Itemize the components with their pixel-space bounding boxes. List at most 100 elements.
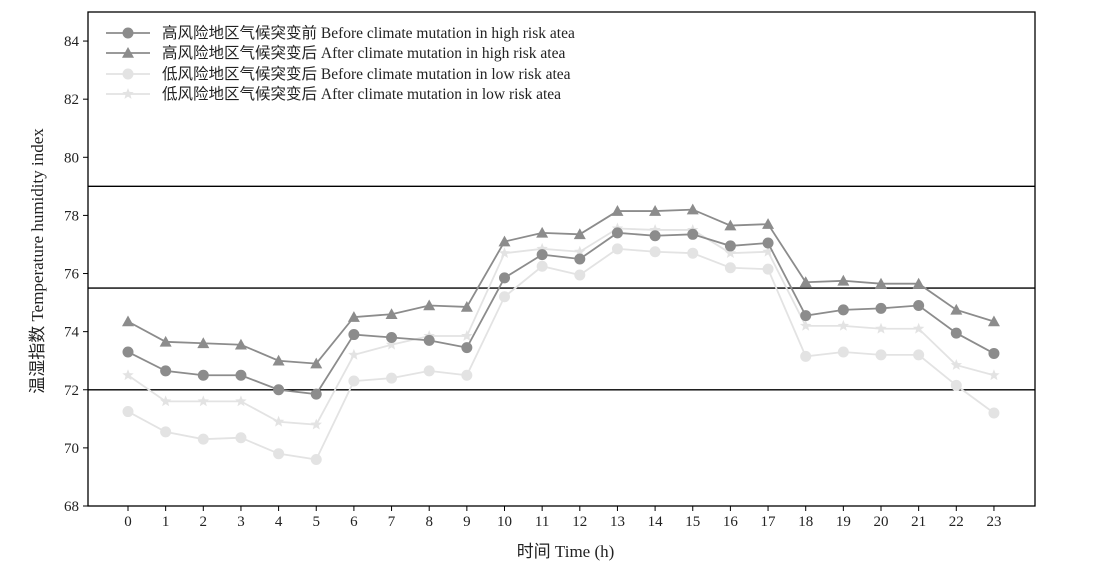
x-tick-label: 0	[124, 514, 132, 530]
data-point-s3-20	[875, 322, 887, 334]
data-point-s2-22	[950, 379, 962, 391]
y-tick-label: 72	[64, 383, 79, 399]
data-point-s2-2	[197, 433, 209, 445]
x-tick-label: 21	[911, 514, 926, 530]
data-point-s1-2	[197, 337, 210, 349]
data-point-s0-8	[423, 334, 435, 346]
data-point-s1-19	[837, 274, 850, 286]
data-point-s2-20	[875, 349, 887, 361]
x-tick-label: 12	[572, 514, 587, 530]
data-point-s1-16	[724, 219, 737, 231]
y-tick-label: 84	[64, 34, 80, 50]
x-tick-label: 7	[388, 514, 396, 530]
data-point-s1-0	[122, 315, 134, 327]
data-point-s3-21	[912, 322, 925, 334]
data-point-s2-7	[386, 372, 398, 384]
x-tick-label: 11	[535, 514, 549, 530]
plot-frame	[87, 11, 1036, 507]
data-point-s2-16	[724, 262, 736, 274]
x-tick-label: 10	[497, 514, 512, 530]
data-point-s3-11	[536, 242, 548, 254]
data-point-s0-15	[687, 228, 699, 240]
data-point-s0-9	[461, 342, 473, 354]
data-point-s3-16	[724, 247, 737, 259]
data-point-s0-1	[160, 365, 172, 377]
data-point-s3-0	[122, 369, 134, 381]
data-point-s0-18	[800, 310, 812, 322]
data-point-s3-9	[461, 330, 473, 341]
y-tick-label: 82	[64, 92, 79, 108]
series-line-3	[127, 227, 995, 426]
data-point-s1-22	[950, 303, 963, 315]
data-point-s1-21	[912, 277, 925, 289]
data-point-s3-7	[385, 338, 398, 350]
data-point-s0-19	[837, 304, 849, 316]
data-point-s3-19	[837, 319, 850, 331]
data-point-s1-12	[573, 228, 586, 240]
series-line-0	[127, 231, 995, 396]
data-point-s2-17	[762, 263, 774, 275]
data-point-s2-4	[273, 448, 285, 460]
y-tick-label: 80	[64, 150, 79, 166]
series-line-2	[127, 247, 995, 461]
data-point-s3-2	[197, 395, 210, 407]
x-tick-label: 20	[874, 514, 889, 530]
data-point-s1-15	[686, 203, 699, 215]
legend-marker-1	[122, 47, 134, 58]
data-point-s1-7	[385, 308, 398, 320]
data-point-s2-0	[122, 406, 134, 418]
data-point-s0-17	[762, 237, 774, 249]
legend-label-2: 低风险地区气候突变后 Before climate mutation in lo…	[162, 65, 571, 83]
data-point-s2-14	[649, 246, 661, 258]
data-point-s0-14	[649, 230, 661, 242]
data-point-s2-21	[913, 349, 925, 361]
data-point-s3-23	[988, 369, 1000, 381]
y-tick-label: 78	[64, 208, 79, 224]
y-tick-label: 68	[64, 499, 79, 515]
x-tick-label: 22	[949, 514, 964, 530]
data-point-s0-16	[724, 240, 736, 252]
x-tick-label: 1	[162, 514, 170, 530]
data-point-s3-5	[310, 418, 322, 430]
data-point-s0-4	[273, 384, 285, 396]
data-point-s2-10	[499, 291, 510, 303]
data-point-s2-15	[687, 247, 699, 259]
data-point-s1-20	[875, 277, 887, 289]
data-point-s2-5	[310, 454, 322, 466]
x-tick-label: 18	[798, 514, 813, 530]
data-point-s3-1	[159, 395, 172, 407]
data-point-s1-18	[799, 276, 812, 288]
x-tick-label: 17	[761, 514, 777, 530]
legend-label-1: 高风险地区气候突变后 After climate mutation in hig…	[162, 44, 565, 62]
data-point-s0-20	[875, 302, 887, 314]
y-axis-title: 温湿指数 Temperature humidity index	[28, 128, 47, 394]
data-point-s2-1	[160, 426, 172, 438]
x-tick-label: 13	[610, 514, 625, 530]
x-tick-label: 5	[313, 514, 321, 530]
data-point-s0-2	[197, 369, 209, 381]
data-point-s1-5	[310, 357, 323, 369]
y-tick-label: 76	[64, 267, 80, 283]
y-tick-label: 74	[64, 325, 80, 341]
data-point-s0-5	[310, 388, 322, 400]
data-point-s0-21	[913, 299, 925, 311]
x-tick-label: 16	[723, 514, 739, 530]
x-tick-label: 8	[425, 514, 433, 530]
data-point-s1-17	[762, 218, 775, 229]
data-point-s2-18	[800, 350, 812, 362]
data-point-s1-6	[347, 311, 360, 322]
data-point-s1-1	[159, 335, 172, 347]
x-tick-label: 6	[350, 514, 358, 530]
x-tick-label: 14	[648, 514, 664, 530]
data-point-s1-14	[649, 205, 662, 216]
x-tick-label: 3	[237, 514, 245, 530]
data-point-s0-12	[574, 253, 586, 265]
x-tick-label: 4	[275, 514, 283, 530]
data-point-s3-6	[348, 348, 360, 360]
data-point-s2-3	[235, 432, 247, 444]
x-tick-label: 23	[986, 514, 1001, 530]
data-point-s1-9	[460, 300, 473, 312]
data-point-s1-8	[423, 299, 436, 311]
